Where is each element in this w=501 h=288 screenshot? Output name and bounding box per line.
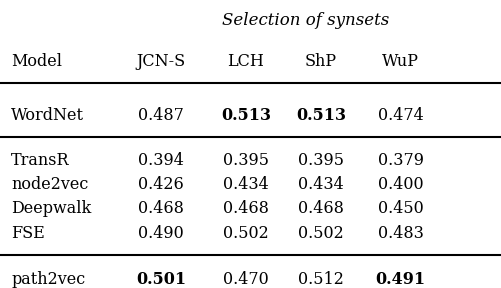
Text: WuP: WuP: [381, 53, 418, 70]
Text: 0.400: 0.400: [377, 176, 423, 193]
Text: Deepwalk: Deepwalk: [12, 200, 92, 217]
Text: 0.450: 0.450: [377, 200, 423, 217]
Text: 0.468: 0.468: [138, 200, 184, 217]
Text: 0.491: 0.491: [375, 272, 425, 288]
Text: 0.512: 0.512: [298, 272, 343, 288]
Text: 0.379: 0.379: [377, 152, 423, 169]
Text: 0.490: 0.490: [138, 225, 184, 242]
Text: path2vec: path2vec: [12, 272, 86, 288]
Text: 0.513: 0.513: [220, 107, 271, 124]
Text: LCH: LCH: [227, 53, 264, 70]
Text: Model: Model: [12, 53, 62, 70]
Text: 0.502: 0.502: [298, 225, 343, 242]
Text: 0.470: 0.470: [222, 272, 269, 288]
Text: TransR: TransR: [12, 152, 70, 169]
Text: node2vec: node2vec: [12, 176, 89, 193]
Text: 0.426: 0.426: [138, 176, 184, 193]
Text: 0.395: 0.395: [297, 152, 343, 169]
Text: 0.468: 0.468: [222, 200, 269, 217]
Text: FSE: FSE: [12, 225, 45, 242]
Text: ShP: ShP: [304, 53, 336, 70]
Text: 0.483: 0.483: [377, 225, 423, 242]
Text: 0.468: 0.468: [298, 200, 343, 217]
Text: 0.502: 0.502: [222, 225, 269, 242]
Text: Selection of synsets: Selection of synsets: [222, 12, 389, 29]
Text: 0.474: 0.474: [377, 107, 423, 124]
Text: 0.513: 0.513: [295, 107, 345, 124]
Text: 0.394: 0.394: [138, 152, 184, 169]
Text: JCN-S: JCN-S: [136, 53, 185, 70]
Text: 0.434: 0.434: [222, 176, 269, 193]
Text: 0.434: 0.434: [298, 176, 343, 193]
Text: 0.487: 0.487: [138, 107, 184, 124]
Text: 0.501: 0.501: [136, 272, 186, 288]
Text: WordNet: WordNet: [12, 107, 84, 124]
Text: 0.395: 0.395: [222, 152, 269, 169]
